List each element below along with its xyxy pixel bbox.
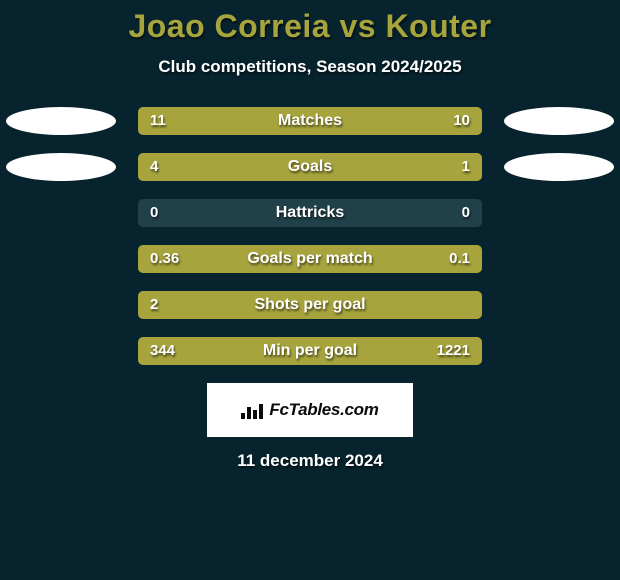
- stat-row: Min per goal3441221: [0, 337, 620, 365]
- bar-right: [207, 337, 482, 365]
- bar-track: [138, 245, 482, 273]
- bar-left: [138, 337, 207, 365]
- date-text: 11 december 2024: [0, 451, 620, 471]
- bar-left: [138, 107, 317, 135]
- bar-track: [138, 153, 482, 181]
- bar-track: [138, 107, 482, 135]
- bar-left: [138, 153, 403, 181]
- player2-oval: [504, 153, 614, 181]
- bar-track: [138, 199, 482, 227]
- stat-row: Goals41: [0, 153, 620, 181]
- player1-oval: [6, 107, 116, 135]
- vs-text: vs: [339, 8, 376, 44]
- bar-track: [138, 291, 482, 319]
- stat-row: Matches1110: [0, 107, 620, 135]
- subtitle: Club competitions, Season 2024/2025: [0, 57, 620, 77]
- bar-right: [403, 153, 482, 181]
- bars-icon: [241, 401, 263, 419]
- page-title: Joao Correia vs Kouter: [0, 0, 620, 45]
- bar-left: [138, 245, 406, 273]
- bar-right: [317, 107, 482, 135]
- badge-text: FcTables.com: [269, 400, 378, 420]
- bar-right: [406, 245, 482, 273]
- fctables-badge: FcTables.com: [207, 383, 413, 437]
- player2-name: Kouter: [385, 8, 491, 44]
- player2-oval: [504, 107, 614, 135]
- bar-left: [138, 291, 482, 319]
- stat-row: Goals per match0.360.1: [0, 245, 620, 273]
- stat-row: Hattricks00: [0, 199, 620, 227]
- bar-track: [138, 337, 482, 365]
- player1-name: Joao Correia: [128, 8, 330, 44]
- stats-chart: Matches1110 Goals41 Hattricks00 Goals per m…: [0, 107, 620, 365]
- stat-row: Shots per goal2: [0, 291, 620, 319]
- player1-oval: [6, 153, 116, 181]
